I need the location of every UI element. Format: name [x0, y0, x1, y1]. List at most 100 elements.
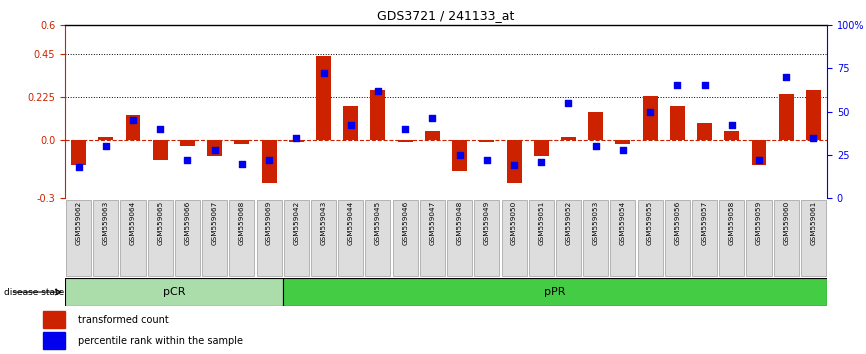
Text: pCR: pCR	[163, 287, 185, 297]
Bar	[533, 141, 549, 156]
Point	[507, 162, 521, 168]
FancyBboxPatch shape	[801, 200, 826, 276]
FancyBboxPatch shape	[692, 200, 717, 276]
Text: GSM559056: GSM559056	[675, 201, 681, 245]
FancyBboxPatch shape	[583, 200, 608, 276]
Text: GSM559059: GSM559059	[756, 201, 762, 245]
FancyBboxPatch shape	[501, 200, 527, 276]
Text: GSM559063: GSM559063	[103, 201, 109, 245]
Text: GSM559052: GSM559052	[565, 201, 572, 245]
Bar	[616, 141, 630, 144]
FancyBboxPatch shape	[66, 200, 91, 276]
FancyBboxPatch shape	[746, 200, 772, 276]
Bar	[588, 112, 603, 141]
Text: GSM559065: GSM559065	[158, 201, 163, 245]
FancyBboxPatch shape	[282, 278, 827, 306]
Bar	[697, 123, 712, 141]
Bar	[479, 141, 494, 142]
Text: GSM559050: GSM559050	[511, 201, 517, 245]
Text: GSM559045: GSM559045	[375, 201, 381, 245]
Bar	[98, 137, 113, 141]
Point	[72, 164, 86, 170]
FancyBboxPatch shape	[475, 200, 500, 276]
FancyBboxPatch shape	[256, 200, 281, 276]
Point	[779, 74, 793, 80]
Bar	[316, 56, 331, 141]
Point	[616, 147, 630, 153]
Bar	[343, 106, 359, 141]
Point	[344, 122, 358, 128]
Text: GSM559061: GSM559061	[811, 201, 817, 245]
Bar	[643, 96, 657, 141]
Text: GSM559051: GSM559051	[539, 201, 544, 245]
Point	[235, 161, 249, 166]
Bar	[71, 141, 86, 165]
Text: GSM559067: GSM559067	[211, 201, 217, 245]
Bar	[371, 90, 385, 141]
Bar	[779, 94, 793, 141]
FancyBboxPatch shape	[175, 200, 200, 276]
Bar	[561, 137, 576, 141]
Point	[425, 116, 439, 121]
Point	[589, 143, 603, 149]
Bar	[425, 131, 440, 141]
Bar	[207, 141, 222, 156]
Text: transformed count: transformed count	[78, 315, 169, 325]
Bar	[397, 141, 412, 142]
Point	[208, 147, 222, 153]
Bar	[235, 141, 249, 144]
FancyBboxPatch shape	[311, 200, 336, 276]
Bar	[669, 106, 685, 141]
FancyBboxPatch shape	[720, 200, 744, 276]
Text: percentile rank within the sample: percentile rank within the sample	[78, 336, 243, 346]
Bar	[288, 141, 304, 142]
FancyBboxPatch shape	[284, 200, 309, 276]
FancyBboxPatch shape	[392, 200, 417, 276]
Text: GSM559042: GSM559042	[294, 201, 300, 245]
Point	[262, 157, 276, 163]
Bar	[262, 141, 276, 183]
FancyBboxPatch shape	[365, 200, 391, 276]
Text: GSM559060: GSM559060	[783, 201, 789, 245]
Bar	[43, 311, 65, 328]
FancyBboxPatch shape	[529, 200, 553, 276]
Text: GSM559048: GSM559048	[456, 201, 462, 245]
Point	[126, 118, 140, 123]
FancyBboxPatch shape	[202, 200, 227, 276]
Title: GDS3721 / 241133_at: GDS3721 / 241133_at	[378, 9, 514, 22]
Text: GSM559053: GSM559053	[592, 201, 598, 245]
FancyBboxPatch shape	[339, 200, 363, 276]
FancyBboxPatch shape	[65, 278, 282, 306]
Text: GSM559066: GSM559066	[184, 201, 191, 245]
Point	[698, 82, 712, 88]
Text: GSM559047: GSM559047	[430, 201, 436, 245]
Text: GSM559058: GSM559058	[729, 201, 734, 245]
Text: GSM559046: GSM559046	[402, 201, 408, 245]
Point	[752, 157, 766, 163]
Bar	[507, 141, 521, 183]
FancyBboxPatch shape	[611, 200, 636, 276]
Text: GSM559062: GSM559062	[75, 201, 81, 245]
Point	[725, 122, 739, 128]
FancyBboxPatch shape	[637, 200, 662, 276]
FancyBboxPatch shape	[420, 200, 445, 276]
FancyBboxPatch shape	[148, 200, 172, 276]
Bar	[806, 90, 821, 141]
Bar	[724, 131, 740, 141]
FancyBboxPatch shape	[229, 200, 255, 276]
Bar	[452, 141, 467, 171]
FancyBboxPatch shape	[556, 200, 581, 276]
FancyBboxPatch shape	[94, 200, 119, 276]
Text: GSM559069: GSM559069	[266, 201, 272, 245]
Text: GSM559049: GSM559049	[484, 201, 490, 245]
Point	[643, 109, 657, 114]
Text: GSM559044: GSM559044	[348, 201, 353, 245]
Bar	[43, 332, 65, 349]
Point	[99, 143, 113, 149]
Bar	[152, 141, 168, 160]
Point	[453, 152, 467, 158]
FancyBboxPatch shape	[447, 200, 472, 276]
FancyBboxPatch shape	[773, 200, 798, 276]
Text: disease state: disease state	[4, 287, 65, 297]
Text: GSM559054: GSM559054	[620, 201, 626, 245]
